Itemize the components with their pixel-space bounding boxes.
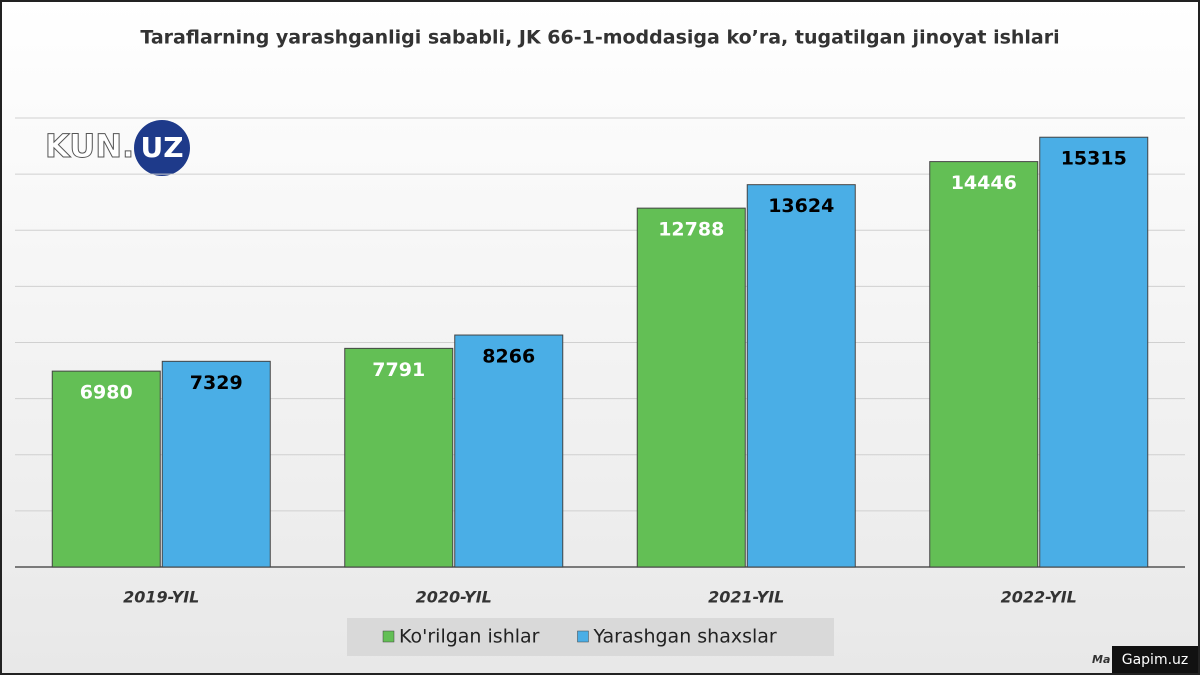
x-tick-label: 2020-YIL (416, 588, 492, 607)
logo-circle (134, 120, 190, 176)
bar (454, 334, 564, 568)
bar (161, 360, 271, 568)
logo: KUN. UZ (45, 120, 190, 176)
source: Ma (1092, 653, 1110, 666)
legend-box (347, 618, 834, 656)
logo-text: UZ (140, 131, 183, 164)
data-label: 7791 (372, 359, 425, 381)
x-tick-label: 2022-YIL (1001, 588, 1077, 607)
bar (636, 207, 746, 568)
bar (51, 370, 161, 568)
bar (929, 161, 1039, 568)
legend-swatch (577, 630, 589, 643)
x-tick-label: 2021-YIL (708, 588, 784, 607)
data-label: 6980 (80, 382, 133, 404)
legend-label: Ko'rilgan ishlar (399, 626, 540, 648)
data-label: 15315 (1061, 148, 1127, 170)
data-label: 8266 (482, 346, 535, 368)
data-label: 13624 (768, 195, 834, 217)
bar (746, 184, 856, 568)
data-label: 7329 (190, 372, 243, 394)
bar (1039, 136, 1149, 568)
bar (344, 347, 454, 568)
legend-swatch (382, 630, 395, 643)
data-label: 14446 (951, 172, 1017, 194)
chart-title: Taraflarning yarashganligi sababli, JK 6… (140, 27, 1059, 49)
watermark-box (1112, 646, 1198, 673)
logo-text: KUN. (45, 127, 134, 165)
x-tick-label: 2019-YIL (123, 588, 199, 607)
legend-label: Yarashgan shaxslar (592, 626, 776, 648)
data-label: 12788 (658, 219, 724, 241)
watermark: Gapim.uz (1122, 652, 1189, 668)
